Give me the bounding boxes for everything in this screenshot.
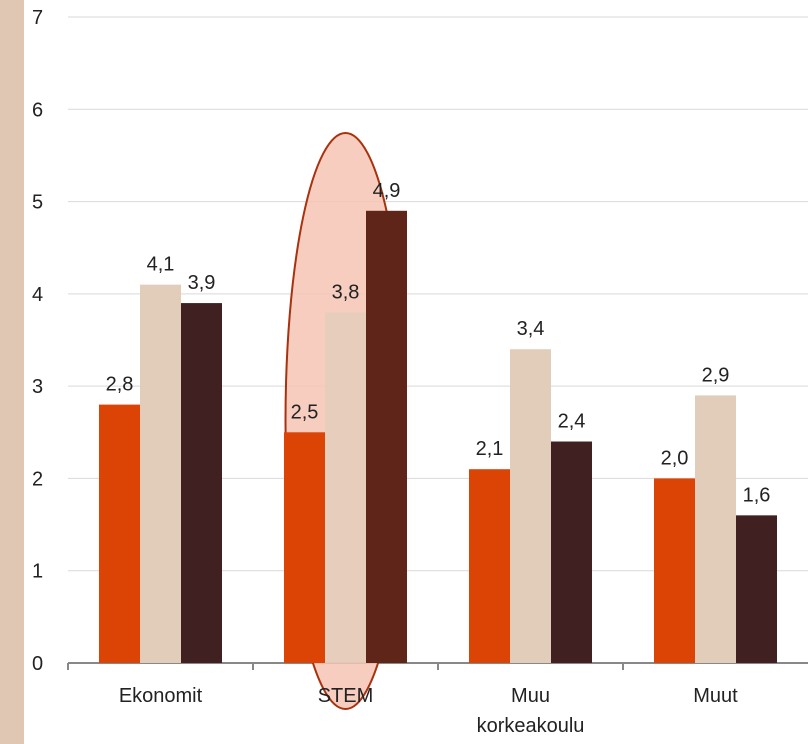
bar — [654, 478, 695, 663]
y-tick-label: 2 — [32, 468, 43, 490]
data-label: 4,9 — [373, 180, 401, 202]
data-label: 1,6 — [743, 484, 771, 506]
category-label: STEM — [318, 685, 374, 707]
data-label: 2,1 — [476, 438, 504, 460]
category-label: korkeakoulu — [477, 715, 585, 737]
y-tick-label: 3 — [32, 376, 43, 398]
bar — [284, 432, 325, 663]
y-tick-label: 0 — [32, 653, 43, 675]
bar — [551, 441, 592, 663]
left-accent-strip — [0, 0, 24, 744]
category-label: Ekonomit — [119, 685, 203, 707]
bar — [736, 515, 777, 663]
category-label: Muut — [693, 685, 738, 707]
y-tick-label: 4 — [32, 284, 43, 306]
data-label: 2,4 — [558, 411, 586, 433]
bar — [325, 312, 366, 663]
y-tick-label: 5 — [32, 192, 43, 214]
data-label: 2,9 — [702, 364, 730, 386]
bar — [695, 395, 736, 663]
bar — [469, 469, 510, 663]
data-label: 2,5 — [291, 401, 319, 423]
y-tick-label: 7 — [32, 7, 43, 29]
bar — [366, 210, 407, 664]
bar — [140, 284, 181, 663]
data-label: 2,8 — [106, 374, 134, 396]
bar — [181, 303, 222, 663]
y-tick-label: 6 — [32, 99, 43, 121]
data-label: 4,1 — [147, 254, 175, 276]
y-tick-label: 1 — [32, 561, 43, 583]
bar — [510, 349, 551, 663]
data-label: 2,0 — [661, 447, 689, 469]
data-label: 3,9 — [188, 272, 216, 294]
data-label: 3,8 — [332, 281, 360, 303]
category-label: Muu — [511, 685, 550, 707]
data-label: 3,4 — [517, 318, 545, 340]
bar — [99, 404, 140, 663]
